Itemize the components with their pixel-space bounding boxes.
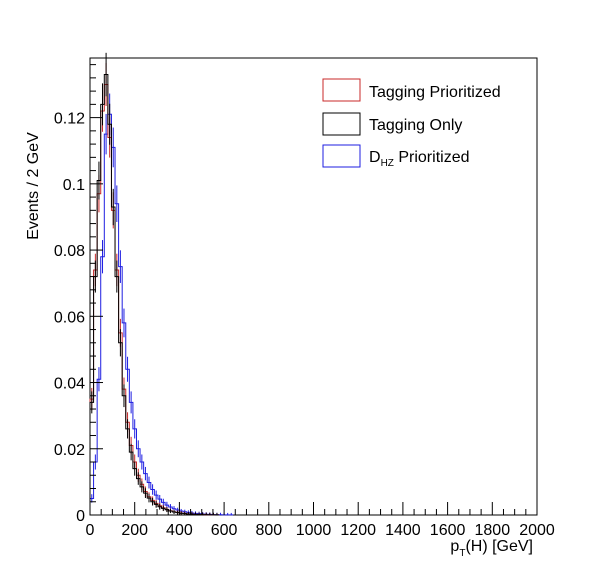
- plot-frame: [89, 57, 538, 516]
- x-axis-title-rest: (H) [GeV]: [465, 538, 533, 555]
- legend-label-dhz-sub: HZ: [381, 158, 394, 169]
- legend: Tagging Prioritized Tagging Only DHZ Pri…: [322, 78, 501, 169]
- y-tick-label: 0.06: [54, 309, 85, 326]
- x-tick-label: 200: [121, 522, 148, 539]
- series-1: [89, 52, 220, 516]
- y-tick-label: 0.1: [63, 177, 85, 194]
- x-tick-label: 2000: [519, 522, 555, 539]
- legend-label-tagging-only: Tagging Only: [369, 117, 462, 134]
- legend-label-tagging-prioritized: Tagging Prioritized: [369, 84, 501, 101]
- x-tick-label: 600: [211, 522, 238, 539]
- x-tick-label: 1800: [475, 522, 511, 539]
- legend-label-dhz-main: D: [369, 149, 381, 166]
- axes-layer: 0 200 400 600 800 1000 1200 1400 1600 1800 2000 0 0.…: [54, 64, 555, 539]
- y-tick-label: 0.04: [54, 376, 85, 393]
- x-axis-title-main: p: [450, 538, 459, 555]
- legend-swatch-dhz-prioritized: [322, 144, 361, 168]
- x-tick-label: 1200: [340, 522, 376, 539]
- x-axis-title-sub: T: [459, 548, 465, 559]
- y-axis-title: Events / 2 GeV: [25, 132, 42, 240]
- y-tick-label: 0: [76, 508, 85, 525]
- x-tick-label: 800: [255, 522, 282, 539]
- histogram-outline: [89, 74, 220, 516]
- histogram-series-layer: [89, 52, 234, 516]
- legend-label-dhz-prioritized: DHZ Prioritized: [369, 149, 469, 169]
- x-tick-label: 1000: [296, 522, 332, 539]
- x-axis-title: pT(H) [GeV]: [450, 538, 533, 559]
- x-tick-label: 1400: [385, 522, 421, 539]
- y-tick-label: 0.02: [54, 442, 85, 459]
- x-tick-label: 1600: [430, 522, 466, 539]
- legend-swatch-tagging-prioritized: [322, 78, 361, 102]
- y-tick-label: 0.12: [54, 111, 85, 128]
- x-tick-label: 400: [166, 522, 193, 539]
- legend-label-dhz-rest: Prioritized: [394, 149, 470, 166]
- y-tick-label: 0.08: [54, 243, 85, 260]
- x-tick-label: 0: [86, 522, 95, 539]
- legend-swatch-tagging-only: [322, 112, 361, 136]
